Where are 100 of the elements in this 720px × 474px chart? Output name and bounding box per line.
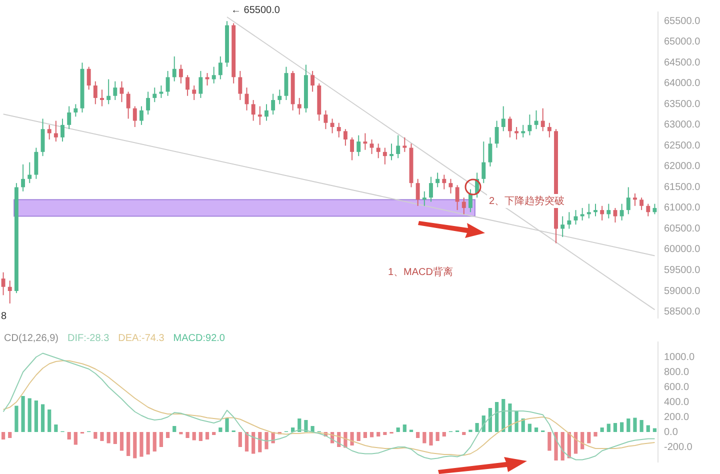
- candlestick: [54, 120, 58, 142]
- bar: [521, 418, 525, 432]
- bar: [416, 432, 420, 438]
- bar: [133, 432, 137, 458]
- y-tick-label: 59000.0: [664, 286, 701, 297]
- bar: [28, 398, 32, 432]
- candlestick: [297, 97, 302, 116]
- candlestick: [186, 74, 190, 96]
- candlestick: [376, 143, 380, 159]
- bar: [626, 418, 630, 432]
- candlestick: [238, 70, 242, 101]
- candlestick: [218, 56, 222, 80]
- candlestick: [1, 272, 6, 296]
- text: DEA:-74.3: [118, 333, 164, 344]
- candlestick: [152, 87, 157, 103]
- bar: [238, 432, 242, 447]
- bar: [94, 432, 98, 439]
- bar: [560, 432, 564, 460]
- candlestick: [120, 80, 124, 103]
- bar: [376, 432, 380, 436]
- candlestick: [264, 104, 268, 122]
- candlestick: [178, 64, 183, 84]
- y-tick-label: 65500.0: [664, 16, 701, 27]
- candlestick: [363, 132, 368, 150]
- candlestick: [356, 134, 361, 157]
- y-tick-label: 1000.0: [664, 352, 696, 363]
- bar: [258, 432, 262, 452]
- candlestick: [436, 172, 440, 188]
- candlestick: [626, 186, 630, 215]
- y-tick-label: 0.0: [664, 426, 678, 438]
- candlestick: [324, 110, 328, 130]
- bar: [475, 423, 479, 432]
- bar: [462, 432, 466, 435]
- candlestick: [166, 70, 170, 96]
- bar: [528, 424, 532, 432]
- y-tick-label: 61500.0: [664, 182, 701, 193]
- bar: [8, 432, 12, 438]
- bar: [383, 432, 387, 435]
- candlestick: [113, 80, 118, 101]
- bar: [198, 432, 202, 441]
- bar: [54, 424, 58, 432]
- candlestick: [567, 212, 572, 230]
- candlestick: [613, 207, 618, 224]
- y-tick-label: 58500.0: [664, 306, 701, 318]
- bar: [396, 428, 400, 432]
- candlestick: [396, 134, 400, 159]
- y-tick-label: 63000.0: [664, 120, 701, 131]
- candlestick: [350, 136, 354, 161]
- candlestick: [34, 147, 38, 180]
- candlestick: [508, 116, 512, 138]
- bar: [494, 402, 499, 432]
- bar: [514, 411, 518, 432]
- bar: [422, 432, 426, 444]
- bar: [402, 424, 406, 432]
- bar: [436, 432, 440, 441]
- y-tick-label: 600.0: [664, 382, 690, 393]
- series-label: DIF:-28.3: [67, 333, 110, 344]
- candlestick: [501, 106, 506, 132]
- candlestick: [370, 138, 374, 154]
- candlestick: [468, 188, 472, 213]
- y-tick-label: -200.0: [664, 442, 693, 453]
- candlestick: [547, 122, 552, 138]
- candlestick: [382, 147, 387, 165]
- candlestick: [632, 192, 637, 206]
- candlestick: [514, 126, 519, 140]
- bar: [225, 418, 229, 432]
- bar: [310, 426, 314, 432]
- candlestick: [390, 143, 394, 161]
- bar: [304, 420, 308, 432]
- text: MACD:92.0: [173, 333, 225, 344]
- candlestick: [422, 190, 426, 206]
- candlestick: [159, 84, 164, 98]
- bar: [48, 410, 52, 432]
- bar: [192, 432, 196, 440]
- bar: [244, 432, 249, 452]
- annotation: 1、MACD背离: [388, 266, 454, 278]
- candlestick: [402, 136, 407, 152]
- candlestick: [278, 89, 282, 105]
- candlestick: [100, 89, 104, 107]
- bar: [370, 432, 374, 438]
- candlestick: [343, 128, 348, 146]
- y-tick-label: 62000.0: [664, 161, 701, 172]
- candlestick: [132, 106, 137, 128]
- bar: [100, 432, 104, 441]
- bar: [594, 432, 598, 436]
- candlestick: [310, 70, 315, 92]
- y-tick-label: 400.0: [664, 396, 690, 408]
- y-tick-label: 60500.0: [664, 223, 701, 234]
- bar: [350, 432, 354, 446]
- bar: [298, 418, 302, 432]
- candlestick: [60, 118, 64, 142]
- candlestick: [139, 106, 144, 126]
- candlestick: [540, 108, 545, 132]
- candlestick: [640, 197, 644, 211]
- bar: [120, 432, 124, 451]
- candlestick: [93, 80, 98, 105]
- candlestick: [521, 124, 526, 138]
- bar: [212, 432, 216, 435]
- bar: [172, 426, 176, 432]
- candlestick: [600, 205, 604, 221]
